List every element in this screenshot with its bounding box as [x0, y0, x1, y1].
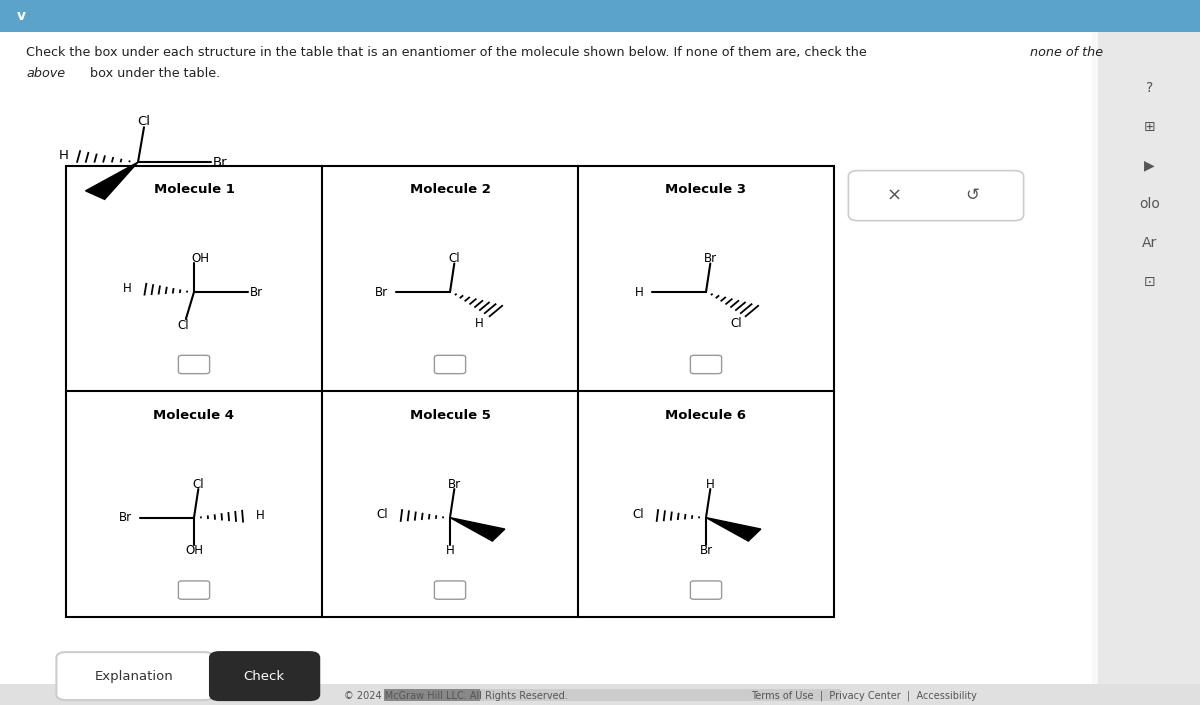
Text: Cl: Cl: [632, 508, 644, 521]
Text: Cl: Cl: [377, 508, 388, 521]
Text: ×: ×: [887, 186, 901, 204]
Polygon shape: [706, 517, 761, 541]
Text: olo: olo: [1139, 197, 1160, 211]
Text: ↺: ↺: [965, 186, 979, 204]
Text: none of the above: none of the above: [100, 666, 222, 678]
Text: Explanation: Explanation: [95, 670, 174, 682]
Text: ▶: ▶: [1145, 159, 1154, 173]
Text: H: H: [59, 149, 68, 161]
FancyBboxPatch shape: [62, 663, 94, 681]
Text: Br: Br: [119, 511, 132, 524]
Text: H: H: [635, 286, 644, 298]
Text: Br: Br: [700, 544, 713, 558]
Bar: [66, 166, 834, 617]
FancyBboxPatch shape: [848, 171, 1024, 221]
Text: Cl: Cl: [138, 115, 150, 128]
Bar: [0, 684, 1200, 705]
Text: H: H: [706, 478, 715, 491]
FancyBboxPatch shape: [690, 355, 721, 374]
Text: OH: OH: [185, 544, 203, 558]
Text: Molecule 2: Molecule 2: [409, 183, 491, 196]
Text: © 2024 McGraw Hill LLC. All Rights Reserved.: © 2024 McGraw Hill LLC. All Rights Reser…: [344, 691, 568, 701]
Polygon shape: [450, 517, 505, 541]
Text: Br: Br: [703, 252, 716, 265]
Text: Molecule 3: Molecule 3: [666, 183, 746, 196]
Bar: [384, 689, 840, 701]
Text: Br: Br: [214, 156, 228, 168]
Text: above: above: [26, 67, 66, 80]
Text: box under the table.: box under the table.: [86, 67, 221, 80]
Text: Cl: Cl: [192, 478, 204, 491]
Polygon shape: [85, 162, 138, 200]
FancyBboxPatch shape: [179, 355, 210, 374]
Text: Br: Br: [448, 478, 461, 491]
Bar: [0, 0, 1200, 32]
Text: Molecule 1: Molecule 1: [154, 183, 234, 196]
Text: Check: Check: [244, 670, 284, 682]
Bar: [1098, 32, 1200, 705]
FancyBboxPatch shape: [690, 581, 721, 599]
Text: Br: Br: [374, 286, 388, 298]
Text: Br: Br: [250, 286, 263, 298]
Text: ⊡: ⊡: [1144, 275, 1156, 289]
Text: Molecule 6: Molecule 6: [666, 409, 746, 422]
Text: v: v: [17, 8, 26, 23]
Text: H: H: [445, 544, 455, 558]
Text: Cl: Cl: [178, 319, 190, 332]
FancyBboxPatch shape: [210, 652, 319, 700]
Text: OH: OH: [191, 252, 209, 265]
Text: Molecule 4: Molecule 4: [154, 409, 234, 422]
Text: Check the box under each structure in the table that is an enantiomer of the mol: Check the box under each structure in th…: [26, 46, 868, 59]
Text: H: H: [256, 509, 265, 522]
Text: none of the: none of the: [1030, 46, 1103, 59]
Text: Terms of Use  |  Privacy Center  |  Accessibility: Terms of Use | Privacy Center | Accessib…: [751, 691, 977, 701]
Text: ?: ?: [1146, 81, 1153, 95]
Text: Ar: Ar: [1142, 236, 1157, 250]
FancyBboxPatch shape: [434, 581, 466, 599]
Text: H: H: [475, 317, 484, 330]
Text: Molecule 5: Molecule 5: [409, 409, 491, 422]
FancyBboxPatch shape: [434, 355, 466, 374]
Text: Cl: Cl: [730, 317, 742, 330]
FancyBboxPatch shape: [56, 652, 214, 700]
Text: H: H: [124, 282, 132, 295]
Text: Cl: Cl: [449, 252, 460, 265]
Text: ⊞: ⊞: [1144, 120, 1156, 134]
FancyBboxPatch shape: [179, 581, 210, 599]
Bar: [384, 689, 480, 701]
